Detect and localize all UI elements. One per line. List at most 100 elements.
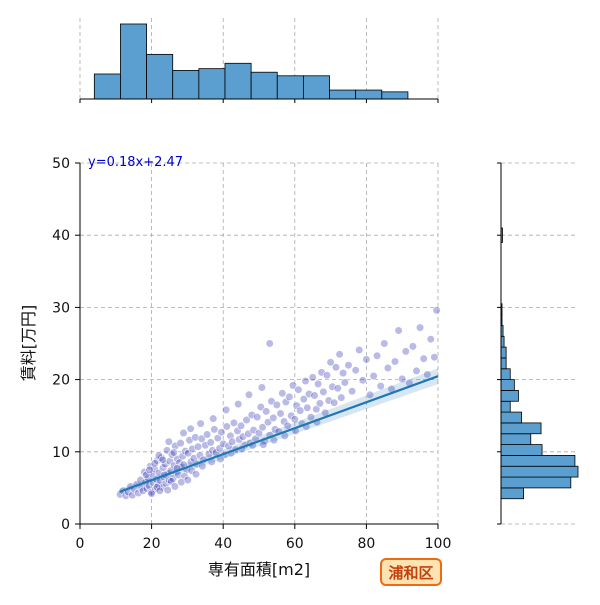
scatter-point xyxy=(369,371,378,381)
y-hist-bar xyxy=(500,357,507,370)
scatter-point xyxy=(177,478,186,487)
scatter-point xyxy=(358,376,367,385)
scatter-point xyxy=(283,421,292,430)
scatter-point xyxy=(183,475,192,485)
scatter-point xyxy=(296,406,305,415)
scatter-point xyxy=(326,358,335,367)
x-tick-label: 0 xyxy=(76,536,85,552)
scatter-point xyxy=(176,439,185,448)
y-hist-bar xyxy=(500,346,507,359)
x-tick-label: 40 xyxy=(214,536,232,552)
scatter-point xyxy=(269,413,278,423)
scatter-point xyxy=(312,405,321,414)
scatter-point xyxy=(191,470,201,479)
regression-line xyxy=(119,375,439,493)
y-hist-bar xyxy=(500,379,515,391)
y-hist-bar xyxy=(500,422,542,435)
scatter-point xyxy=(134,488,143,498)
y-hist-bar xyxy=(500,455,576,467)
x-tick-label: 60 xyxy=(286,536,304,552)
scatter-point xyxy=(306,413,316,422)
scatter-point xyxy=(335,350,344,359)
scatter-point xyxy=(142,470,151,480)
scatter-point xyxy=(308,373,317,382)
x-axis-label: 専有面積[m2] xyxy=(208,560,310,579)
scatter-point xyxy=(322,371,332,380)
scatter-point xyxy=(229,418,238,428)
x-hist-bar xyxy=(381,91,409,100)
y-hist-bar xyxy=(500,368,511,380)
scatter-point xyxy=(258,423,267,432)
scatter-point xyxy=(222,422,231,431)
district-badge: 浦和区 xyxy=(380,558,442,586)
scatter-point xyxy=(213,434,222,443)
scatter-point xyxy=(170,482,179,491)
scatter-point xyxy=(158,455,167,464)
scatter-point xyxy=(290,415,299,424)
scatter-point xyxy=(228,437,237,446)
scatter-point xyxy=(155,486,164,495)
x-hist-bar xyxy=(302,75,330,100)
scatter-point xyxy=(197,434,206,443)
x-hist-bar xyxy=(93,73,121,100)
scatter-point xyxy=(319,387,328,397)
scatter-point xyxy=(426,335,435,344)
scatter-point xyxy=(256,402,265,412)
scatter-point xyxy=(186,424,195,433)
scatter-point xyxy=(253,413,262,422)
scatter-point xyxy=(380,339,389,348)
district-badge-label: 浦和区 xyxy=(388,564,433,582)
y-hist-bar xyxy=(500,487,524,500)
x-tick-label: 100 xyxy=(425,536,452,552)
scatter-point xyxy=(301,376,310,386)
scatter-point xyxy=(315,399,325,408)
x-hist-bar xyxy=(329,89,357,100)
scatter-point xyxy=(262,407,271,416)
scatter-point xyxy=(257,383,267,392)
scatter-point xyxy=(191,433,200,442)
scatter-point xyxy=(222,405,231,415)
y-tick-label: 30 xyxy=(52,300,70,316)
x-hist-bar xyxy=(146,53,174,100)
scatter-point xyxy=(161,460,170,469)
y-hist-bar xyxy=(500,400,511,413)
scatter-point xyxy=(138,486,148,495)
scatter-point xyxy=(210,425,219,434)
scatter-point xyxy=(408,342,418,351)
regression-line-group xyxy=(119,368,439,495)
scatter-point xyxy=(416,323,425,332)
scatter-point xyxy=(145,465,154,475)
scatter-point xyxy=(272,400,282,410)
scatter-point xyxy=(303,403,312,412)
scatter-point xyxy=(242,415,251,425)
scatter-point xyxy=(285,392,294,402)
x-hist-bar xyxy=(172,70,200,100)
y-hist-bar xyxy=(500,444,543,456)
scatter-point xyxy=(150,459,159,468)
y-hist-bar xyxy=(500,433,532,445)
y-tick-label: 40 xyxy=(52,228,70,244)
regression-equation: y=0.18x+2.47 xyxy=(88,155,183,170)
scatter-point xyxy=(203,430,212,439)
y-hist-bar xyxy=(500,411,522,424)
scatter-point xyxy=(365,390,375,399)
district-badge-box xyxy=(380,558,442,586)
scatter-point xyxy=(194,442,203,451)
scatter-point xyxy=(299,395,308,404)
scatter-point xyxy=(337,393,346,402)
scatter-point xyxy=(147,489,156,498)
scatter-point xyxy=(333,384,342,393)
scatter-point xyxy=(419,354,428,363)
scatter-point xyxy=(348,387,357,396)
y-tick-label: 10 xyxy=(52,445,70,461)
x-marginal-histogram xyxy=(79,18,439,103)
x-tick-label: 20 xyxy=(143,536,161,552)
y-hist-bar xyxy=(500,390,519,402)
scatter-point xyxy=(237,421,246,430)
scatter-point xyxy=(206,438,215,447)
scatter-point xyxy=(376,382,385,391)
scatter-point xyxy=(383,363,393,373)
scatter-point xyxy=(244,390,254,399)
